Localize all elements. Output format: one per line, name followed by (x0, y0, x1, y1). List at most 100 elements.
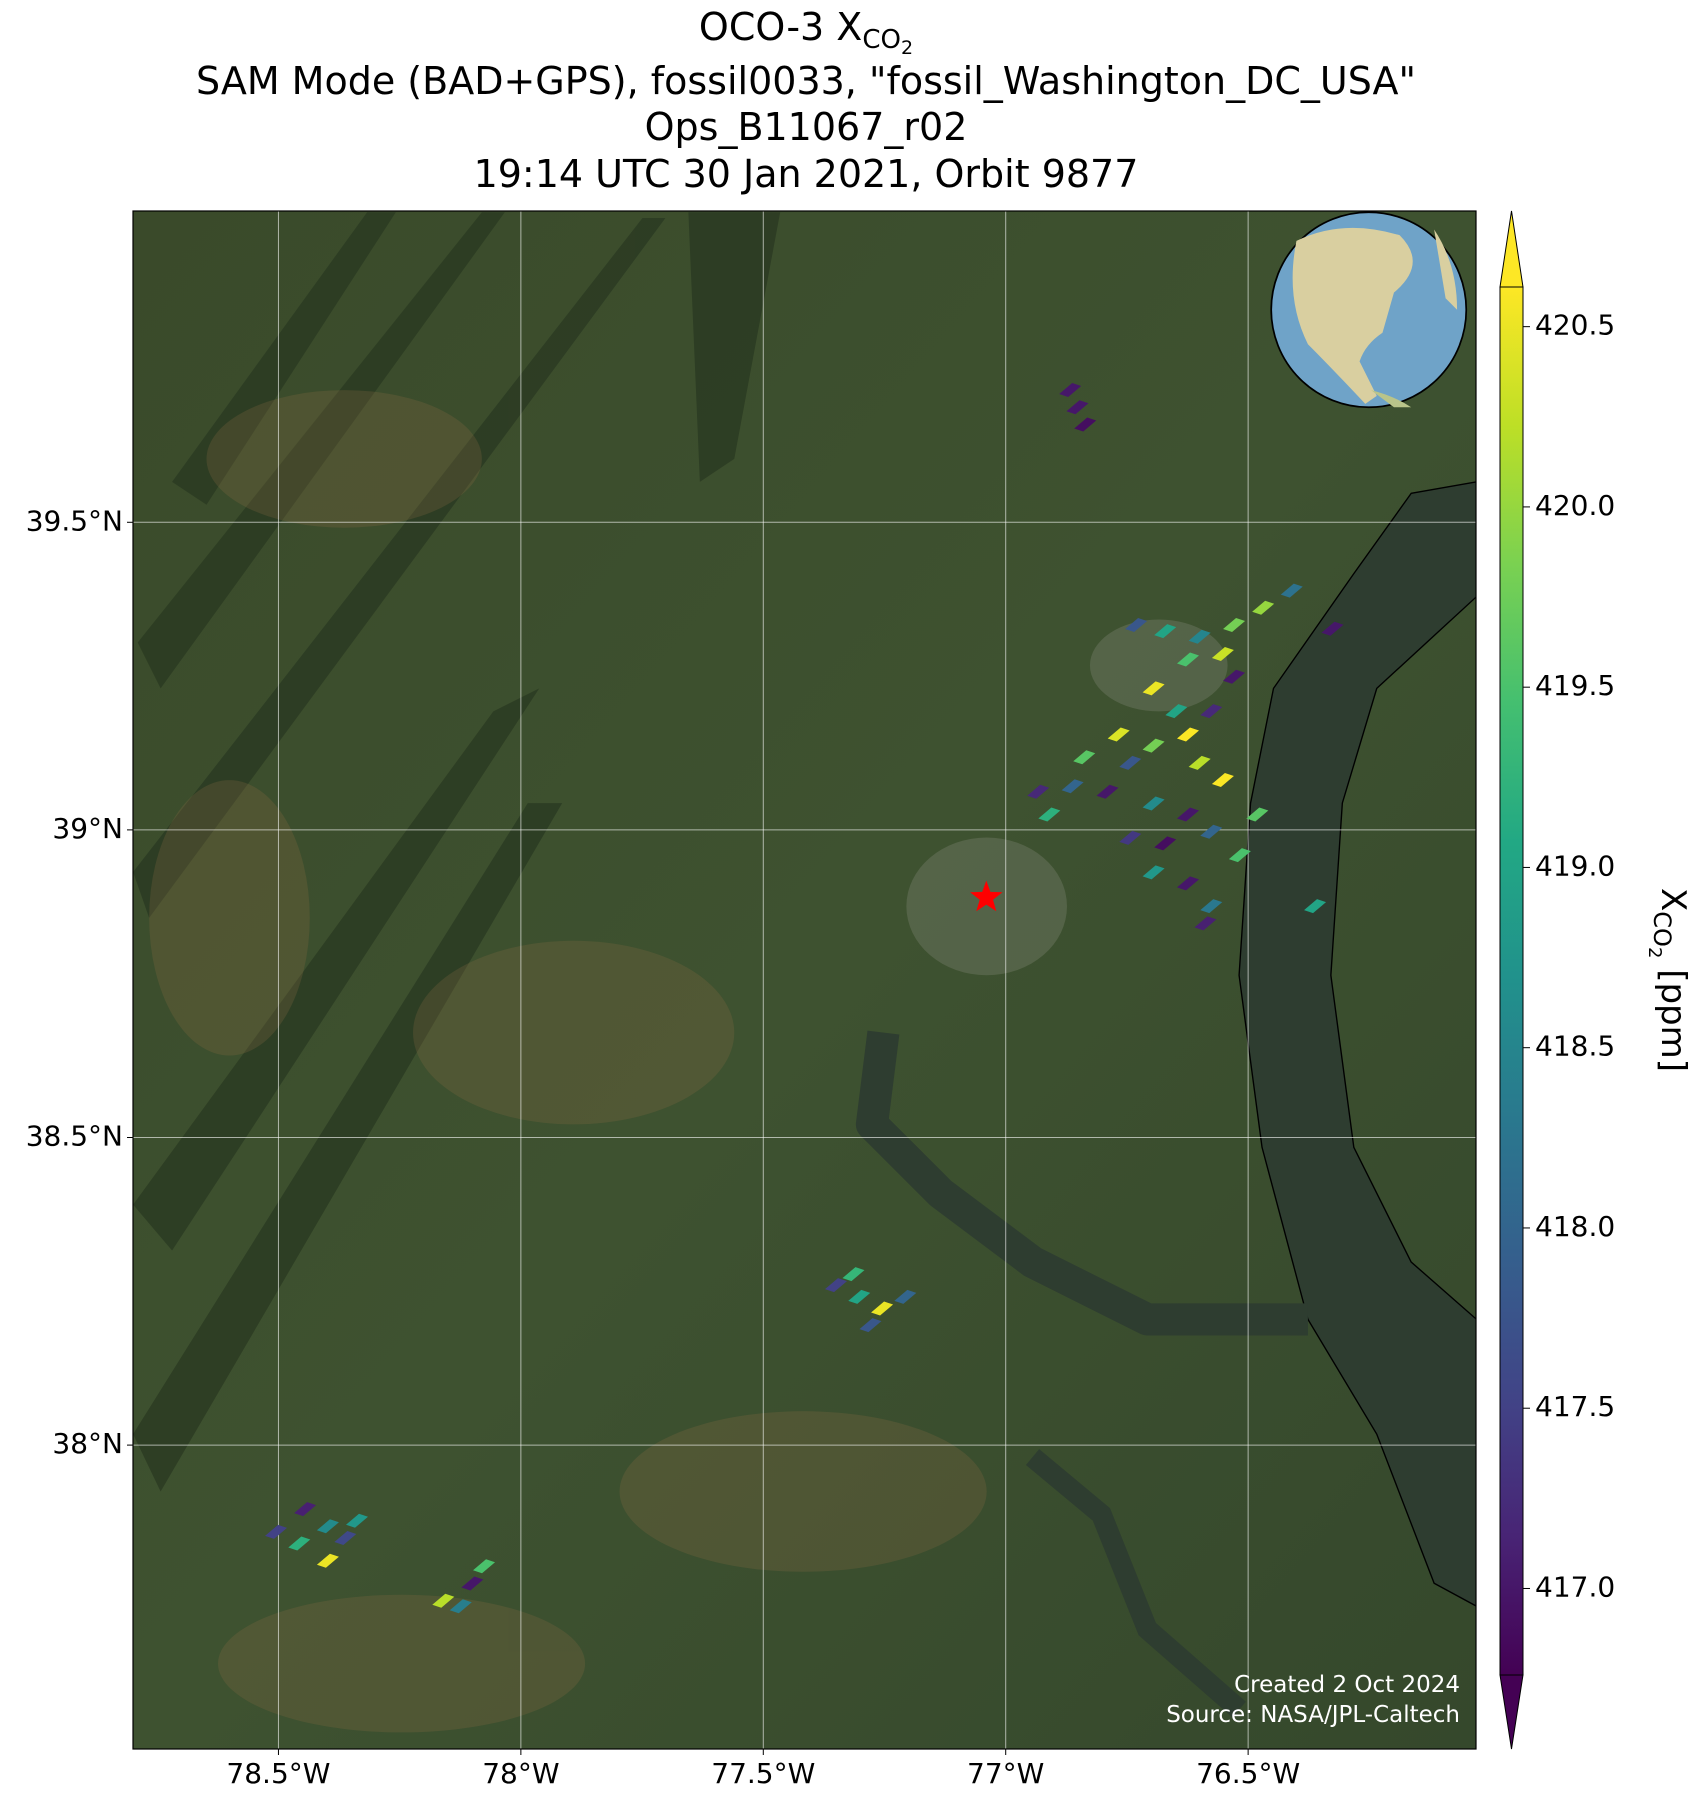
sounding (1154, 836, 1177, 851)
sounding (1059, 383, 1082, 398)
sounding (316, 1519, 339, 1534)
sounding (1252, 600, 1275, 615)
colorbar-tick-label: 419.0 (1535, 849, 1615, 882)
sounding (1154, 624, 1177, 639)
basemap-features (133, 212, 1476, 1733)
sounding (432, 1593, 455, 1608)
colorbar-body (1499, 286, 1524, 1676)
y-tick-label: 39.5°N (26, 504, 123, 537)
title-subsub: 2 (901, 37, 913, 59)
subtitle: 19:14 UTC 30 Jan 2021, Orbit 9877 (474, 152, 1139, 196)
sounding (1188, 755, 1211, 770)
sounding (1142, 681, 1165, 696)
colorbar-tick-label: 420.0 (1535, 489, 1615, 522)
subtitle: Ops_B11067_r02 (645, 105, 968, 149)
sounding (1228, 848, 1251, 863)
sounding (288, 1536, 311, 1551)
globe-inset (1270, 211, 1468, 409)
sounding (1188, 629, 1211, 644)
sounding (1223, 618, 1246, 633)
title-sub: CO (862, 25, 901, 55)
y-tick-label: 38.5°N (26, 1119, 123, 1152)
sounding (1061, 779, 1084, 794)
sounding (1119, 830, 1142, 845)
sounding (1038, 807, 1061, 822)
sounding (1223, 669, 1246, 684)
colorbar-extend-min (1499, 1674, 1524, 1750)
subtitle: SAM Mode (BAD+GPS), fossil0033, "fossil_… (196, 59, 1416, 103)
colorbar: 417.0 417.5 418.0 418.5 419.0 419.5 420.0 420.5 (1499, 210, 1615, 1750)
colorbar-label-unit: [ppm] (1653, 958, 1693, 1072)
colorbar-tick-label: 417.0 (1535, 1570, 1615, 1603)
sounding (1200, 704, 1223, 719)
sounding (1027, 784, 1050, 799)
sounding (1177, 807, 1200, 822)
sounding (825, 1278, 848, 1293)
sounding (345, 1513, 368, 1528)
colorbar-tick-label: 419.5 (1535, 669, 1615, 702)
sounding (1304, 899, 1327, 914)
sounding (894, 1289, 917, 1304)
credit: Created 2 Oct 2024 (1234, 1672, 1460, 1698)
sounding (1107, 727, 1130, 742)
sounding (1177, 876, 1200, 891)
sounding (449, 1599, 472, 1614)
soundings (265, 383, 1344, 1614)
sounding (1074, 417, 1097, 432)
sounding (1177, 652, 1200, 667)
colorbar-tick-label: 420.5 (1535, 309, 1615, 342)
x-tick-label: 77°W (967, 1757, 1044, 1790)
sounding (334, 1530, 357, 1545)
sounding (1211, 773, 1234, 788)
sounding (1200, 899, 1223, 914)
sounding (1211, 646, 1234, 661)
sounding (1321, 621, 1344, 636)
x-tick-label: 77.5°W (711, 1757, 815, 1790)
colorbar-label-subsub: 2 (1644, 947, 1665, 958)
x-tick-label: 76.5°W (1196, 1757, 1300, 1790)
sounding (859, 1318, 882, 1333)
sounding (316, 1553, 339, 1568)
sounding (1246, 807, 1269, 822)
sounding (1073, 750, 1096, 765)
sounding (842, 1267, 865, 1282)
colorbar-tick-label: 418.5 (1535, 1030, 1615, 1063)
sounding (1280, 583, 1303, 598)
sounding (1119, 755, 1142, 770)
colorbar-extend-max (1499, 210, 1524, 288)
sounding (294, 1502, 317, 1517)
sounding (1096, 784, 1119, 799)
target-marker (970, 880, 1003, 912)
sounding (1125, 618, 1148, 633)
sounding (1142, 738, 1165, 753)
sounding (1165, 704, 1188, 719)
sounding (1066, 400, 1089, 415)
y-tick-label: 38°N (52, 1427, 123, 1460)
sounding (1142, 865, 1165, 880)
basemap (133, 211, 1476, 1749)
sounding (265, 1524, 288, 1539)
sounding (1177, 727, 1200, 742)
sounding (1200, 824, 1223, 839)
colorbar-label-text: X (1653, 888, 1693, 911)
sounding (1142, 796, 1165, 811)
x-tick-label: 78.5°W (226, 1757, 330, 1790)
grid (133, 211, 1476, 1749)
sounding (473, 1559, 496, 1574)
colorbar-label: XCO2 [ppm] (1644, 888, 1693, 1072)
colorbar-label-sub: CO (1648, 911, 1676, 947)
colorbar-tick-label: 418.0 (1535, 1210, 1615, 1243)
credit: Source: NASA/JPL-Caltech (1166, 1702, 1460, 1728)
plot-frame (132, 210, 1477, 1750)
sounding (1194, 916, 1217, 931)
title-text: OCO-3 X (699, 5, 862, 49)
x-tick-label: 78°W (482, 1757, 559, 1790)
sounding (871, 1301, 894, 1316)
sounding (461, 1576, 484, 1591)
chart-title: OCO-3 XCO2 (699, 5, 913, 59)
y-tick-label: 39°N (52, 812, 123, 845)
colorbar-tick-label: 417.5 (1535, 1390, 1615, 1423)
sounding (848, 1289, 871, 1304)
